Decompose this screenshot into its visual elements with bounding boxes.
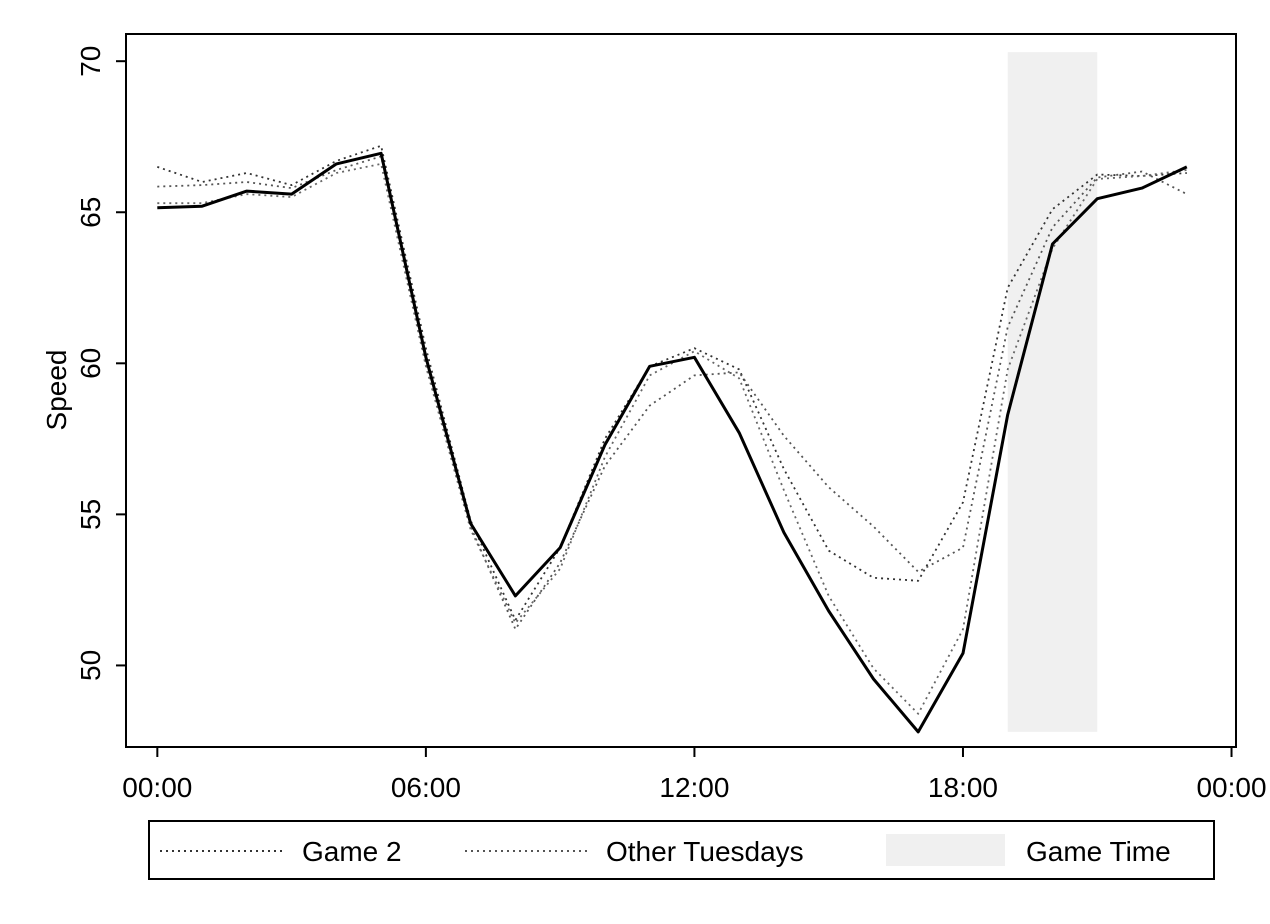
x-tick-label: 12:00 [659, 772, 729, 803]
x-tick-label: 06:00 [391, 772, 461, 803]
series-layer [157, 144, 1188, 734]
series-line-1 [157, 151, 1188, 734]
legend-label-other-tuesdays: Other Tuesdays [606, 836, 804, 867]
series-line-2 [157, 144, 1187, 621]
y-tick-label: 70 [75, 46, 106, 77]
y-tick-label: 50 [75, 650, 106, 681]
shade-layer [1007, 52, 1098, 732]
legend-label-game-2: Game 2 [302, 836, 402, 867]
y-axis-title: Speed [41, 350, 72, 431]
y-tick-label: 60 [75, 348, 106, 379]
x-tick-label: 00:00 [1196, 772, 1266, 803]
plot-frame [125, 33, 1237, 748]
game-time-shade [1007, 52, 1098, 732]
y-tick-label: 65 [75, 197, 106, 228]
axis-layer: 50 55 60 65 70 00:00 06:00 12:00 18:00 00:00 [75, 46, 1267, 803]
y-tick-label: 55 [75, 499, 106, 530]
legend: Game 2 Other Tuesdays Game Time [148, 820, 1215, 880]
series-line-3 [157, 155, 1188, 631]
legend-swatch-game-time [886, 834, 1005, 866]
legend-frame [148, 820, 1215, 880]
x-tick-label: 18:00 [928, 772, 998, 803]
x-tick-label: 00:00 [122, 772, 192, 803]
legend-label-game-time: Game Time [1026, 836, 1171, 867]
